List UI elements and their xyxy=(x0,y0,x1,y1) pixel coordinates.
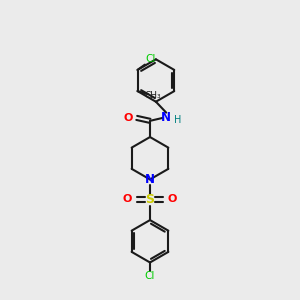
Text: Cl: Cl xyxy=(146,54,156,64)
Text: O: O xyxy=(123,194,132,205)
Text: CH₃: CH₃ xyxy=(145,91,161,100)
Text: H: H xyxy=(174,115,182,125)
Text: Cl: Cl xyxy=(145,271,155,281)
Text: O: O xyxy=(123,113,133,123)
Text: N: N xyxy=(145,173,155,186)
Text: S: S xyxy=(146,193,154,206)
Text: N: N xyxy=(161,111,171,124)
Text: O: O xyxy=(168,194,177,205)
